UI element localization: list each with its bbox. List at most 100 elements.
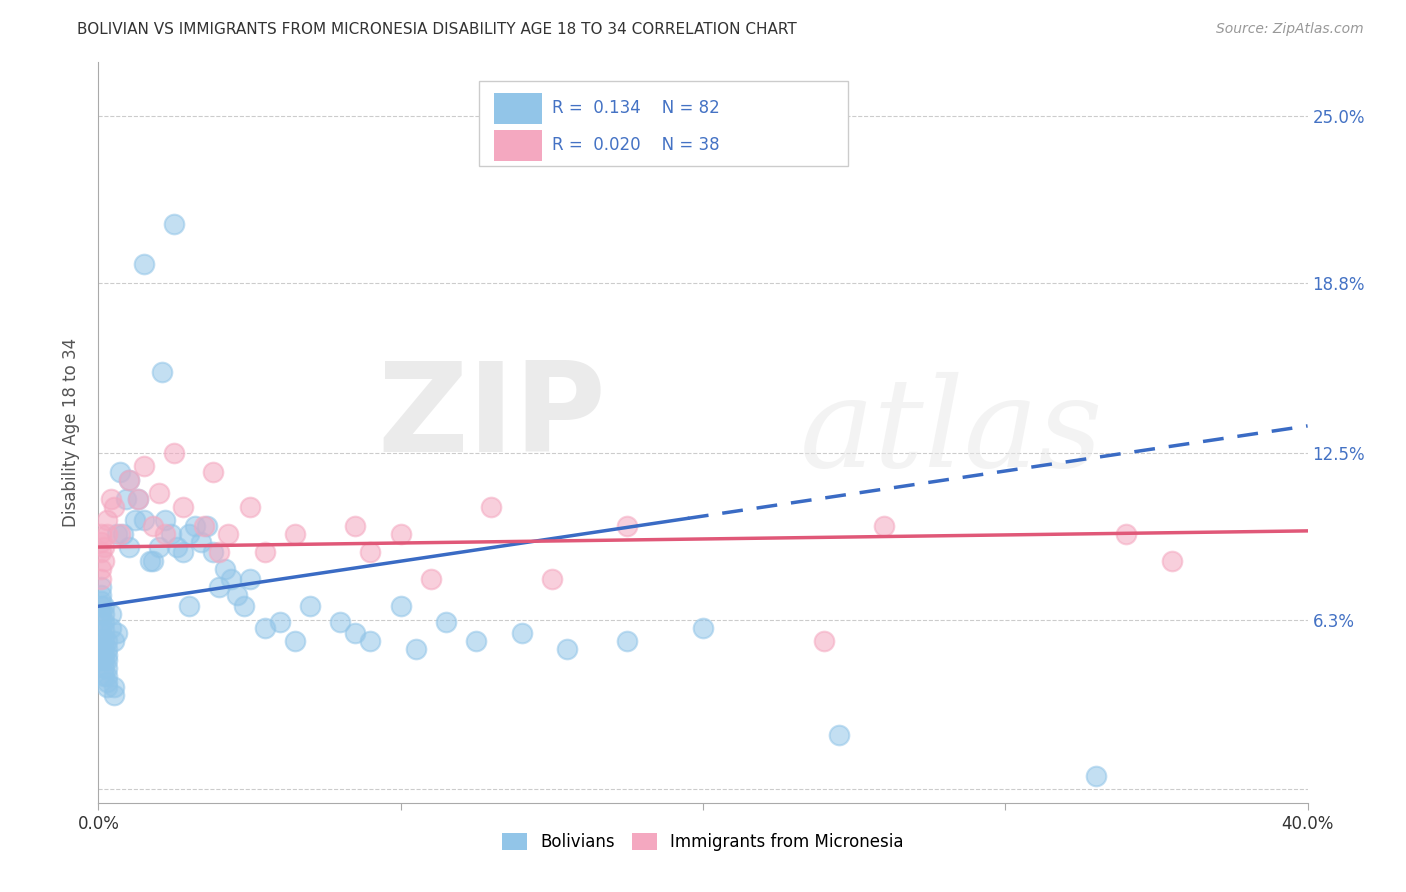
Point — [616, 518, 638, 533]
Point — [90, 642, 112, 657]
Point — [232, 599, 254, 614]
Point — [239, 572, 262, 586]
Y-axis label: Disability Age 18 to 34: Disability Age 18 to 34 — [62, 338, 80, 527]
Point — [214, 561, 236, 575]
Point — [465, 634, 488, 648]
Point — [1160, 553, 1182, 567]
Point — [172, 500, 194, 514]
Point — [93, 615, 115, 630]
Point — [195, 518, 218, 533]
Point — [90, 545, 112, 559]
Point — [96, 661, 118, 675]
Point — [150, 365, 173, 379]
Point — [93, 553, 115, 567]
Point — [153, 526, 176, 541]
Text: BOLIVIAN VS IMMIGRANTS FROM MICRONESIA DISABILITY AGE 18 TO 34 CORRELATION CHART: BOLIVIAN VS IMMIGRANTS FROM MICRONESIA D… — [77, 22, 797, 37]
Point — [202, 545, 225, 559]
Bar — [494, 130, 543, 161]
Point — [103, 500, 125, 514]
Bar — [494, 93, 543, 124]
Point — [105, 626, 128, 640]
Point — [142, 518, 165, 533]
Point — [124, 513, 146, 527]
Point — [217, 526, 239, 541]
Point — [93, 624, 115, 638]
Point — [90, 626, 112, 640]
Point — [329, 615, 352, 630]
Point — [108, 526, 131, 541]
Point — [193, 518, 215, 533]
Text: Source: ZipAtlas.com: Source: ZipAtlas.com — [1216, 22, 1364, 37]
Point — [90, 589, 112, 603]
Point — [1085, 769, 1108, 783]
Point — [93, 607, 115, 622]
Point — [96, 526, 118, 541]
Point — [163, 446, 186, 460]
Point — [96, 653, 118, 667]
Point — [142, 553, 165, 567]
Point — [434, 615, 457, 630]
Point — [389, 526, 412, 541]
Point — [344, 626, 367, 640]
Point — [148, 540, 170, 554]
Point — [190, 534, 212, 549]
Point — [253, 621, 276, 635]
Point — [96, 634, 118, 648]
Point — [510, 626, 533, 640]
Point — [93, 640, 115, 654]
Point — [90, 561, 112, 575]
Point — [132, 513, 155, 527]
Point — [208, 545, 231, 559]
Text: R =  0.020    N = 38: R = 0.020 N = 38 — [551, 136, 720, 153]
Point — [93, 632, 115, 646]
Point — [284, 526, 307, 541]
Point — [179, 599, 201, 614]
Point — [221, 572, 243, 586]
Point — [90, 615, 112, 630]
Point — [420, 572, 443, 586]
Point — [481, 500, 503, 514]
Point — [389, 599, 412, 614]
Point — [813, 634, 835, 648]
FancyBboxPatch shape — [479, 81, 848, 166]
Point — [108, 465, 131, 479]
Point — [692, 621, 714, 635]
Point — [96, 680, 118, 694]
Point — [90, 653, 112, 667]
Point — [90, 594, 112, 608]
Point — [103, 634, 125, 648]
Point — [118, 540, 141, 554]
Point — [127, 491, 149, 506]
Point — [148, 486, 170, 500]
Point — [96, 674, 118, 689]
Point — [90, 634, 112, 648]
Point — [284, 634, 307, 648]
Point — [873, 518, 896, 533]
Point — [111, 526, 134, 541]
Point — [93, 661, 115, 675]
Point — [90, 607, 112, 622]
Text: atlas: atlas — [800, 372, 1104, 493]
Point — [153, 513, 176, 527]
Point — [299, 599, 322, 614]
Point — [100, 491, 122, 506]
Point — [100, 607, 122, 622]
Point — [202, 465, 225, 479]
Point — [93, 648, 115, 662]
Point — [96, 648, 118, 662]
Point — [96, 669, 118, 683]
Point — [184, 518, 207, 533]
Point — [360, 634, 382, 648]
Point — [160, 526, 183, 541]
Legend: Bolivians, Immigrants from Micronesia: Bolivians, Immigrants from Micronesia — [495, 826, 911, 857]
Point — [172, 545, 194, 559]
Point — [828, 729, 851, 743]
Point — [405, 642, 427, 657]
Point — [127, 491, 149, 506]
Point — [96, 513, 118, 527]
Point — [96, 642, 118, 657]
Point — [118, 473, 141, 487]
Point — [540, 572, 562, 586]
Point — [239, 500, 262, 514]
Point — [93, 653, 115, 667]
